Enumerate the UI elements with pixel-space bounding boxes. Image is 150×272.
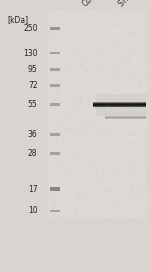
FancyBboxPatch shape xyxy=(50,134,60,136)
FancyBboxPatch shape xyxy=(50,84,60,87)
Text: 10: 10 xyxy=(28,206,38,215)
FancyBboxPatch shape xyxy=(50,187,60,191)
FancyBboxPatch shape xyxy=(50,209,60,212)
Text: 17: 17 xyxy=(28,184,38,194)
Text: 95: 95 xyxy=(28,65,38,74)
Text: STX5: STX5 xyxy=(117,0,137,8)
Text: 250: 250 xyxy=(23,24,38,33)
FancyBboxPatch shape xyxy=(50,152,60,155)
Text: 28: 28 xyxy=(28,149,38,158)
Text: 72: 72 xyxy=(28,81,38,90)
Text: 130: 130 xyxy=(23,48,38,58)
FancyBboxPatch shape xyxy=(48,11,147,218)
Text: Control: Control xyxy=(81,0,107,8)
Text: 55: 55 xyxy=(28,100,38,109)
Text: 36: 36 xyxy=(28,130,38,139)
FancyBboxPatch shape xyxy=(50,52,60,54)
Text: [kDa]: [kDa] xyxy=(8,15,29,24)
FancyBboxPatch shape xyxy=(50,103,60,106)
FancyBboxPatch shape xyxy=(50,68,60,70)
FancyBboxPatch shape xyxy=(50,27,60,30)
